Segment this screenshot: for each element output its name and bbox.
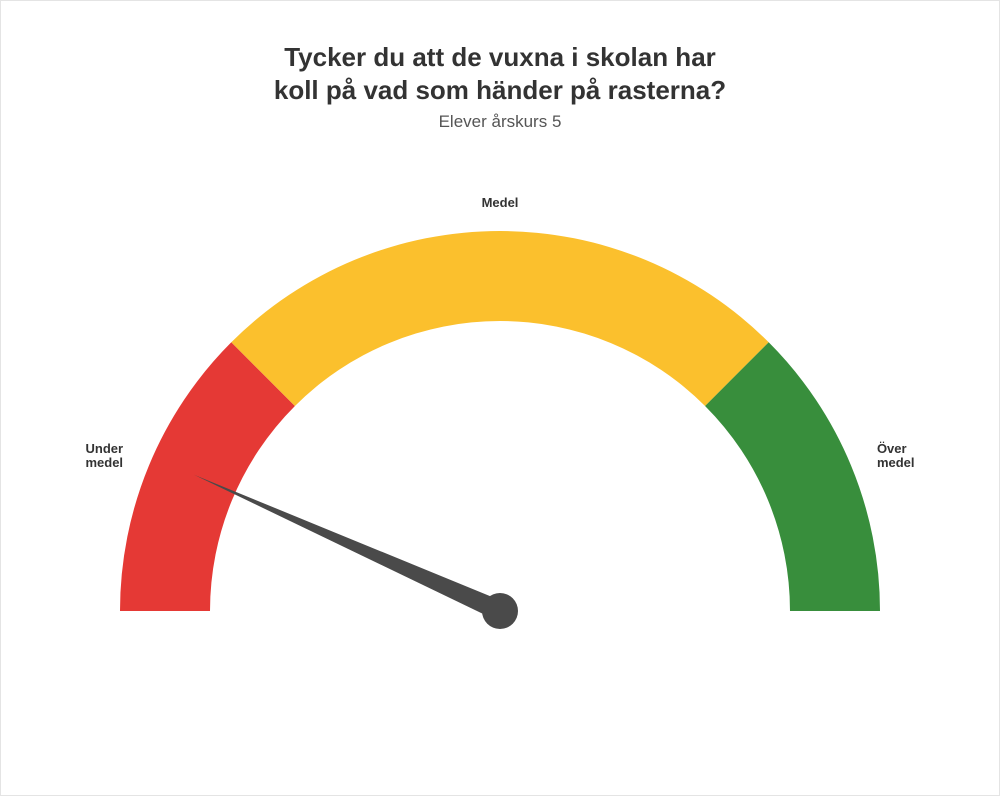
chart-subtitle: Elever årskurs 5 (1, 112, 999, 132)
gauge-segment-label-0: Undermedel (85, 441, 123, 470)
gauge-container: Undermedel Medel Övermedel (1, 161, 999, 761)
gauge-segment-0 (120, 342, 295, 611)
gauge-segment-label-1: Medel (482, 195, 519, 210)
gauge-needle-hub (482, 593, 518, 629)
chart-title-line1: Tycker du att de vuxna i skolan har (284, 42, 716, 72)
chart-title: Tycker du att de vuxna i skolan har koll… (1, 41, 999, 106)
gauge-segment-2 (705, 342, 880, 611)
gauge-chart: Undermedel Medel Övermedel (20, 161, 980, 761)
gauge-segment-1 (231, 231, 768, 406)
title-block: Tycker du att de vuxna i skolan har koll… (1, 1, 999, 132)
gauge-needle (194, 475, 504, 620)
gauge-segment-label-2: Övermedel (877, 441, 915, 470)
chart-title-line2: koll på vad som händer på rasterna? (274, 75, 726, 105)
chart-frame: Tycker du att de vuxna i skolan har koll… (0, 0, 1000, 796)
